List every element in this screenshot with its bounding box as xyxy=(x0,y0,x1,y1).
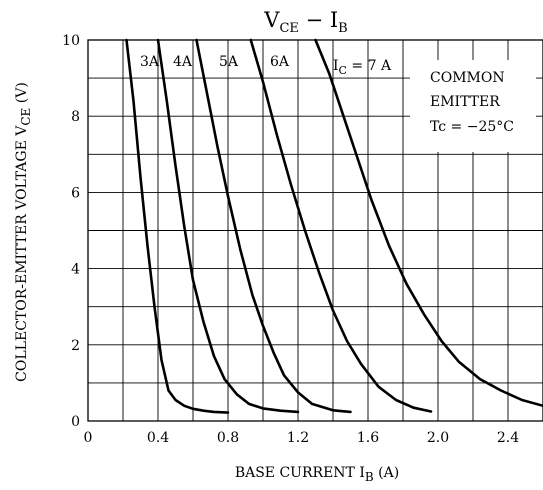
curve-label-6a: 6A xyxy=(270,54,290,70)
curve-label-4a: 4A xyxy=(173,54,193,70)
x-tick-label: 1.2 xyxy=(287,430,309,446)
curve-label-5a: 5A xyxy=(219,54,239,70)
annotation-line-3: Tc = −25°C xyxy=(430,119,514,135)
chart-title: VCE − IB xyxy=(263,8,347,36)
annotation-background xyxy=(410,60,536,152)
y-axis-label: COLLECTOR-EMITTER VOLTAGE VCE (V) xyxy=(14,82,33,382)
x-tick-label: 0.8 xyxy=(217,430,239,446)
plot-frame xyxy=(87,39,543,422)
x-axis-label: BASE CURRENT IB (A) xyxy=(235,465,399,484)
x-tick-label: 1.6 xyxy=(357,430,379,446)
annotation-line-1: COMMON xyxy=(430,70,505,86)
annotation-line-2: EMITTER xyxy=(430,94,500,110)
x-tick-label: 2.4 xyxy=(497,430,519,446)
y-tick-label: 8 xyxy=(71,109,80,125)
curve-series-0 xyxy=(125,38,230,414)
curve-series-3 xyxy=(249,38,433,413)
curve-label-7a: IC = 7 A xyxy=(333,58,392,77)
y-tick-label: 10 xyxy=(62,33,80,49)
y-tick-label: 0 xyxy=(71,414,80,430)
curve-series-2 xyxy=(195,38,352,414)
y-ticks: 0 2 4 6 8 10 xyxy=(62,33,80,430)
curve-label-3a: 3A xyxy=(140,54,160,70)
x-tick-label: 2.0 xyxy=(427,430,449,446)
curves xyxy=(125,38,543,414)
x-tick-label: 0 xyxy=(84,430,93,446)
x-ticks: 0 0.4 0.8 1.2 1.6 2.0 2.4 xyxy=(84,430,520,446)
curve-series-1 xyxy=(156,38,300,414)
y-tick-label: 4 xyxy=(71,262,80,278)
y-tick-label: 2 xyxy=(71,338,80,354)
y-tick-label: 6 xyxy=(71,185,80,201)
curve-series-4 xyxy=(314,38,543,408)
x-tick-label: 0.4 xyxy=(147,430,169,446)
